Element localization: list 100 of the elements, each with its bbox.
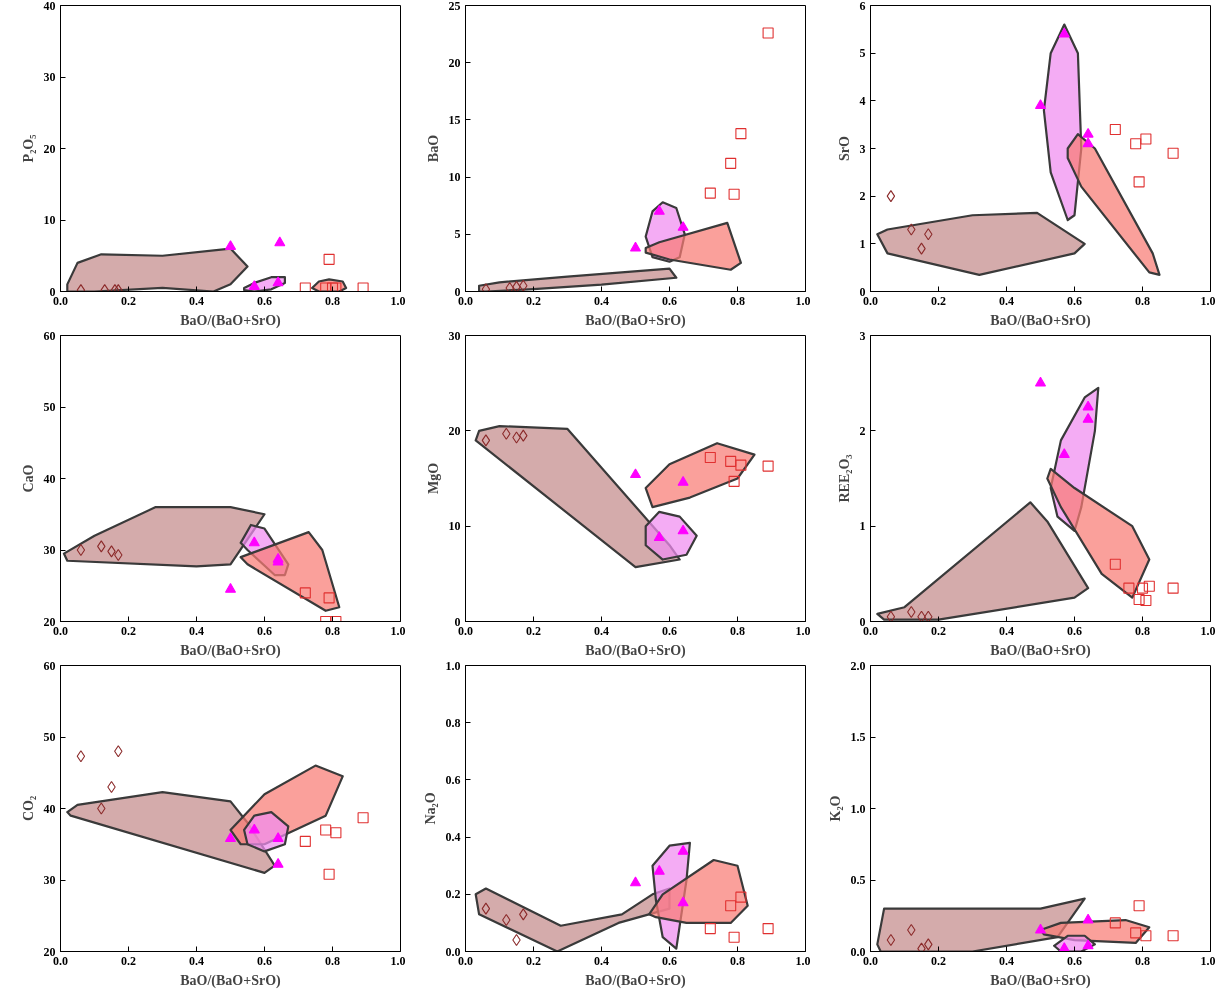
y-tick-label: 10 bbox=[448, 519, 461, 534]
y-tick-label: 25 bbox=[448, 0, 461, 13]
y-tick-label: 1 bbox=[859, 236, 866, 251]
y-tick-label: 40 bbox=[43, 471, 56, 486]
x-axis-title: BaO/(BaO+SrO) bbox=[585, 972, 687, 989]
x-tick-label: 0.2 bbox=[931, 293, 946, 308]
x-tick-label: 0.6 bbox=[1067, 623, 1082, 638]
y-tick-label: 1.0 bbox=[850, 801, 866, 816]
y-tick-label: 0.8 bbox=[445, 715, 461, 730]
x-tick-label: 0.4 bbox=[594, 953, 609, 968]
y-axis-title: MgO bbox=[425, 462, 441, 495]
y-tick-label: 30 bbox=[43, 70, 56, 84]
x-tick-label: 1.0 bbox=[390, 293, 406, 308]
x-tick-label: 1.0 bbox=[390, 953, 406, 968]
x-tick-label: 1.0 bbox=[795, 293, 811, 308]
x-tick-label: 0.8 bbox=[325, 293, 340, 308]
x-tick-label: 0.6 bbox=[662, 953, 677, 968]
x-tick-label: 0.4 bbox=[189, 623, 204, 638]
y-tick-label: 20 bbox=[448, 55, 461, 70]
y-axis-title: SrO bbox=[836, 135, 852, 161]
y-axis-title: CO₂ bbox=[20, 795, 36, 822]
x-tick-label: 0.8 bbox=[325, 623, 340, 638]
y-axis-title: P₂O₅ bbox=[20, 134, 36, 163]
x-axis-title: BaO/(BaO+SrO) bbox=[990, 312, 1092, 329]
y-tick-label: 3 bbox=[859, 328, 866, 343]
y-axis-title: Na₂O bbox=[422, 792, 438, 825]
y-tick-label: 3 bbox=[859, 141, 866, 156]
y-tick-label: 20 bbox=[448, 423, 461, 438]
x-axis-title: BaO/(BaO+SrO) bbox=[990, 642, 1092, 659]
x-tick-label: 0.6 bbox=[1067, 953, 1082, 968]
y-tick-label: 4 bbox=[859, 93, 866, 108]
x-tick-label: 0.6 bbox=[1067, 293, 1082, 308]
x-tick-label: 0.2 bbox=[931, 953, 946, 968]
y-tick-label: 30 bbox=[448, 328, 461, 343]
x-tick-label: 0.2 bbox=[121, 953, 136, 968]
x-tick-label: 0.8 bbox=[1135, 953, 1150, 968]
x-tick-label: 0.6 bbox=[662, 623, 677, 638]
y-tick-label: 10 bbox=[448, 170, 461, 185]
y-tick-label: 2.0 bbox=[850, 658, 866, 673]
x-tick-label: 0.8 bbox=[1135, 623, 1150, 638]
y-tick-label: 0.4 bbox=[445, 830, 461, 845]
x-tick-label: 0.2 bbox=[526, 623, 541, 638]
x-tick-label: 0.4 bbox=[594, 293, 609, 308]
y-tick-label: 10 bbox=[43, 213, 56, 227]
y-tick-label: 15 bbox=[448, 112, 461, 127]
y-tick-label: 0.6 bbox=[445, 772, 461, 787]
x-tick-label: 0.4 bbox=[189, 953, 204, 968]
y-tick-label: 20 bbox=[43, 141, 56, 156]
y-tick-label: 0.5 bbox=[850, 873, 866, 887]
y-axis-title: CaO bbox=[20, 464, 36, 493]
y-axis-title: K₂O bbox=[827, 795, 843, 822]
x-tick-label: 0.6 bbox=[257, 293, 272, 308]
x-tick-label: 0.8 bbox=[730, 293, 745, 308]
y-axis-title: BaO bbox=[425, 134, 441, 163]
x-tick-label: 0.8 bbox=[1135, 293, 1150, 308]
y-tick-label: 40 bbox=[43, 0, 56, 13]
x-tick-label: 0.2 bbox=[121, 623, 136, 638]
x-axis-title: BaO/(BaO+SrO) bbox=[990, 972, 1092, 989]
y-tick-label: 50 bbox=[43, 400, 56, 414]
x-tick-label: 0.6 bbox=[257, 623, 272, 638]
x-tick-label: 0.2 bbox=[526, 953, 541, 968]
x-tick-label: 0.8 bbox=[730, 953, 745, 968]
y-tick-label: 1 bbox=[859, 519, 866, 534]
y-tick-label: 60 bbox=[43, 328, 56, 343]
x-tick-label: 0.4 bbox=[999, 953, 1014, 968]
y-tick-label: 30 bbox=[43, 873, 56, 887]
x-tick-label: 1.0 bbox=[795, 623, 811, 638]
y-tick-label: 2 bbox=[859, 189, 866, 204]
x-tick-label: 1.0 bbox=[1200, 953, 1216, 968]
x-tick-label: 0.2 bbox=[526, 293, 541, 308]
y-tick-label: 1.5 bbox=[850, 730, 866, 744]
x-tick-label: 0.4 bbox=[999, 293, 1014, 308]
x-axis-title: BaO/(BaO+SrO) bbox=[585, 312, 687, 329]
y-tick-label: 1.0 bbox=[445, 658, 461, 673]
x-tick-label: 1.0 bbox=[795, 953, 811, 968]
x-tick-label: 1.0 bbox=[1200, 623, 1216, 638]
y-tick-label: 60 bbox=[43, 658, 56, 673]
x-tick-label: 0.4 bbox=[999, 623, 1014, 638]
y-axis-title: REE₂O₃ bbox=[836, 454, 852, 503]
x-tick-label: 0.4 bbox=[594, 623, 609, 638]
y-tick-label: 5 bbox=[454, 227, 461, 242]
x-tick-label: 0.6 bbox=[662, 293, 677, 308]
y-tick-label: 50 bbox=[43, 730, 56, 744]
x-axis-title: BaO/(BaO+SrO) bbox=[585, 642, 687, 659]
x-tick-label: 0.4 bbox=[189, 293, 204, 308]
y-tick-label: 40 bbox=[43, 801, 56, 816]
y-tick-label: 6 bbox=[859, 0, 866, 13]
y-tick-label: 30 bbox=[43, 543, 56, 557]
y-tick-label: 5 bbox=[859, 46, 866, 61]
y-tick-label: 2 bbox=[859, 423, 866, 438]
x-tick-label: 1.0 bbox=[1200, 293, 1216, 308]
y-tick-label: 0.2 bbox=[445, 887, 461, 902]
x-tick-label: 1.0 bbox=[390, 623, 406, 638]
x-tick-label: 0.2 bbox=[931, 623, 946, 638]
x-axis-title: BaO/(BaO+SrO) bbox=[180, 972, 282, 989]
x-tick-label: 0.8 bbox=[730, 623, 745, 638]
x-tick-label: 0.2 bbox=[121, 293, 136, 308]
x-tick-label: 0.8 bbox=[325, 953, 340, 968]
x-axis-title: BaO/(BaO+SrO) bbox=[180, 642, 282, 659]
x-tick-label: 0.6 bbox=[257, 953, 272, 968]
